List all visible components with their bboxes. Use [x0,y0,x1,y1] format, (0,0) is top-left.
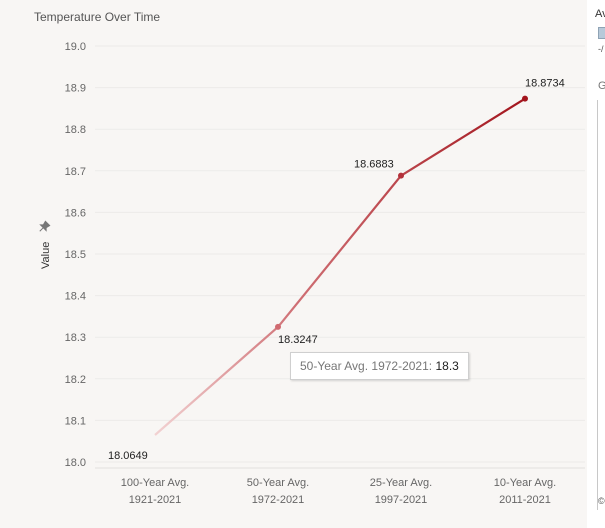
tooltip-label: 50-Year Avg. 1972-2021: [300,359,433,373]
y-tick-label: 19.0 [65,41,86,53]
data-point[interactable] [522,95,528,102]
data-point[interactable] [398,172,404,179]
y-tick-label: 18.9 [65,83,86,95]
x-category-label: 50-Year Avg. [247,477,309,489]
y-tick-label: 18.0 [65,457,86,469]
y-tick-label: 18.8 [65,124,86,136]
y-tick-label: 18.1 [65,415,86,427]
x-category-label: 1997-2021 [375,494,428,506]
chart-panel [26,0,586,516]
tooltip: 50-Year Avg. 1972-2021: 18.3 [290,352,469,380]
legend-panel[interactable]: Av -/ G © [587,0,605,528]
x-category-label: 100-Year Avg. [121,477,190,489]
y-tick-label: 18.7 [65,166,86,178]
x-category-label: 1921-2021 [129,494,182,506]
line-chart[interactable]: 19.0 18.9 18.8 18.7 18.6 18.5 18.4 18.3 18.2 18.1… [0,0,587,528]
chart-title: Temperature Over Time [34,10,161,24]
legend-title: Av [595,8,605,20]
x-category-label: 25-Year Avg. [370,477,432,489]
legend-swatch[interactable] [598,27,605,39]
y-tick-label: 18.5 [65,249,86,261]
legend-text: © [598,496,605,506]
data-label: 18.3247 [278,334,318,346]
y-tick-label: 18.3 [65,332,86,344]
x-category-label: 10-Year Avg. [494,477,556,489]
legend-box [597,100,605,510]
data-label: 18.6883 [354,159,394,171]
x-category-label: 2011-2021 [499,494,551,506]
data-label: 18.0649 [108,450,148,462]
y-axis-title: Value [40,242,52,269]
data-point[interactable] [275,323,281,330]
pin-icon[interactable] [37,220,51,234]
legend-text: G [598,80,605,92]
legend-text: -/ [598,44,604,54]
tooltip-value: 18.3 [435,359,459,373]
y-tick-label: 18.4 [65,291,86,303]
y-tick-label: 18.6 [65,207,86,219]
y-tick-label: 18.2 [65,374,86,386]
series-line[interactable] [154,97,526,436]
data-label: 18.8734 [525,78,565,90]
x-category-label: 1972-2021 [252,494,305,506]
